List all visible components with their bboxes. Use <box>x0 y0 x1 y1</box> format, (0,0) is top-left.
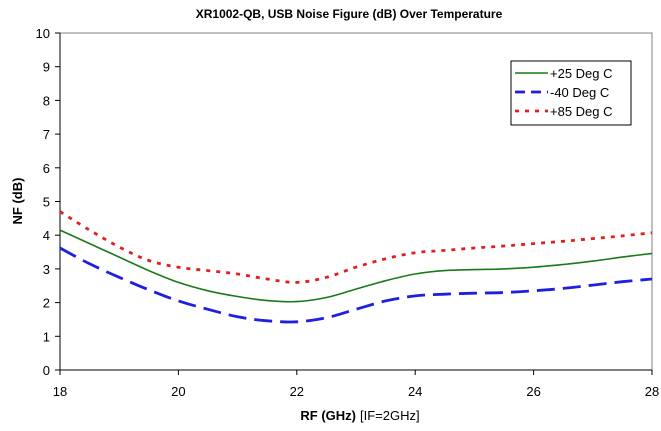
y-tick-label: 10 <box>36 26 50 41</box>
x-axis-label-note: [IF=2GHz] <box>360 408 420 423</box>
x-tick-label: 20 <box>171 384 185 399</box>
y-tick-label: 2 <box>43 296 50 311</box>
y-tick-label: 4 <box>43 228 50 243</box>
x-tick-label: 22 <box>290 384 304 399</box>
series-line-3 <box>59 210 653 284</box>
y-tick-label: 3 <box>43 262 50 277</box>
x-tick-label: 28 <box>645 384 659 399</box>
y-tick-label: 5 <box>43 195 50 210</box>
y-axis: 0 1 2 3 4 5 6 7 8 9 10 <box>36 26 61 378</box>
series-line-2 <box>59 246 653 324</box>
y-tick-label: 7 <box>43 127 50 142</box>
legend-label-2: -40 Deg C <box>550 85 609 100</box>
y-tick-label: 9 <box>43 60 50 75</box>
x-axis-label: RF (GHz) <box>300 408 356 423</box>
y-tick-label: 6 <box>43 161 50 176</box>
y-axis-label: NF (dB) <box>10 178 25 225</box>
legend-label-1: +25 Deg C <box>550 66 613 81</box>
x-axis: 18 20 22 24 26 28 <box>53 369 659 399</box>
series-layer <box>59 210 653 324</box>
x-tick-label: 26 <box>526 384 540 399</box>
legend-label-3: +85 Deg C <box>550 104 613 119</box>
x-tick-label: 24 <box>408 384 422 399</box>
legend: +25 Deg C -40 Deg C +85 Deg C <box>510 60 632 126</box>
y-tick-label: 1 <box>43 329 50 344</box>
chart-title: XR1002-QB, USB Noise Figure (dB) Over Te… <box>196 7 503 21</box>
x-tick-label: 18 <box>53 384 67 399</box>
series-line-1 <box>59 229 653 303</box>
y-tick-label: 0 <box>43 363 50 378</box>
y-tick-label: 8 <box>43 93 50 108</box>
